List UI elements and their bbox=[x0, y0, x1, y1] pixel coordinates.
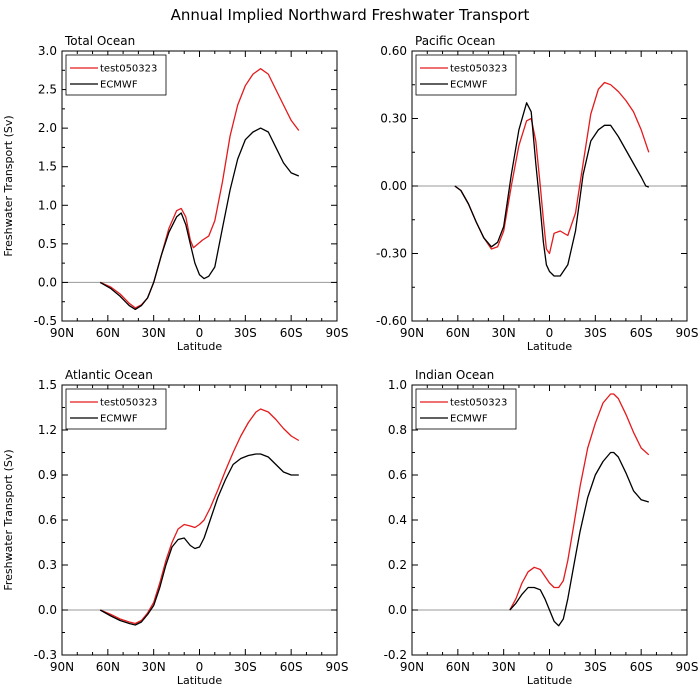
legend-box bbox=[415, 54, 517, 96]
y-tick-label: 2.0 bbox=[38, 121, 57, 135]
x-axis-label: Latitude bbox=[527, 674, 573, 687]
y-tick-label: 1.5 bbox=[38, 378, 57, 392]
y-tick-label: -0.3 bbox=[34, 648, 57, 662]
y-tick-label: 0.0 bbox=[38, 275, 57, 289]
series-line-test050323 bbox=[509, 393, 650, 611]
panel-title: Atlantic Ocean bbox=[65, 368, 153, 382]
panel-indian-ocean: -0.2 0.0 0.2 0.4 0.6 0.8 1.0 90N 60N 30N 0 30S 60S 90… bbox=[384, 368, 699, 687]
y-tick-label: 0.00 bbox=[380, 179, 407, 193]
x-tick-label: 90N bbox=[400, 660, 424, 674]
panel-title: Indian Ocean bbox=[415, 368, 494, 382]
x-tick-label: 30N bbox=[142, 660, 166, 674]
series-line-ecmwf bbox=[454, 102, 650, 277]
y-tick-label: -0.60 bbox=[376, 314, 407, 328]
series-line-test050323 bbox=[99, 408, 300, 625]
y-tick-label: -0.5 bbox=[34, 314, 57, 328]
legend-box bbox=[415, 388, 517, 430]
panel-atlantic-ocean: -0.3 0.0 0.3 0.6 0.9 1.2 1.5 90N 60N 30N 0 30S 60S 90… bbox=[2, 368, 348, 687]
x-tick-label: 60S bbox=[630, 326, 653, 340]
y-tick-label: 0.60 bbox=[380, 44, 407, 58]
y-tick-label: 0.6 bbox=[388, 468, 407, 482]
legend-label: ECMWF bbox=[100, 414, 138, 425]
y-tick-label: 1.5 bbox=[38, 160, 57, 174]
y-tick-label: 0.3 bbox=[38, 558, 57, 572]
x-tick-label: 30N bbox=[142, 326, 166, 340]
series-line-ecmwf bbox=[509, 451, 649, 627]
legend-label: ECMWF bbox=[450, 80, 488, 91]
x-tick-label: 60N bbox=[96, 326, 120, 340]
y-tick-label: 1.2 bbox=[38, 423, 57, 437]
x-tick-label: 30S bbox=[234, 326, 257, 340]
x-tick-label: 90N bbox=[50, 660, 74, 674]
x-tick-label: 60N bbox=[446, 326, 470, 340]
y-axis-label: Freshwater Transport (Sv) bbox=[2, 449, 15, 590]
x-tick-label: 0 bbox=[546, 660, 554, 674]
y-tick-label: -0.30 bbox=[376, 247, 407, 261]
x-tick-label: 60N bbox=[96, 660, 120, 674]
legend: test050323 ECMWF bbox=[415, 388, 517, 430]
legend-box bbox=[65, 388, 167, 430]
y-tick-label: 0.30 bbox=[380, 112, 407, 126]
legend: test050323 ECMWF bbox=[65, 388, 167, 430]
x-tick-label: 60N bbox=[446, 660, 470, 674]
x-axis-label: Latitude bbox=[527, 340, 573, 353]
panel-title: Total Ocean bbox=[64, 34, 135, 48]
figure-title: Annual Implied Northward Freshwater Tran… bbox=[171, 6, 530, 24]
legend-label: test050323 bbox=[100, 398, 157, 409]
series-line-ecmwf bbox=[99, 453, 299, 626]
x-tick-label: 30S bbox=[234, 660, 257, 674]
x-tick-label: 90N bbox=[400, 326, 424, 340]
x-tick-label: 30S bbox=[584, 660, 607, 674]
x-tick-label: 90S bbox=[326, 660, 349, 674]
y-axis-label: Freshwater Transport (Sv) bbox=[2, 115, 15, 256]
y-tick-label: 0.6 bbox=[38, 513, 57, 527]
x-tick-label: 60S bbox=[280, 326, 303, 340]
x-tick-label: 60S bbox=[280, 660, 303, 674]
series-line-test050323 bbox=[454, 81, 650, 255]
x-axis-label: Latitude bbox=[177, 340, 223, 353]
legend-label: test050323 bbox=[450, 64, 507, 75]
y-tick-label: 0.5 bbox=[38, 237, 57, 251]
panel-title: Pacific Ocean bbox=[415, 34, 495, 48]
y-tick-label: 0.0 bbox=[38, 603, 57, 617]
y-tick-label: 0.0 bbox=[388, 603, 407, 617]
legend-label: ECMWF bbox=[450, 414, 488, 425]
legend: test050323 ECMWF bbox=[65, 54, 167, 96]
x-tick-label: 30S bbox=[584, 326, 607, 340]
y-tick-label: 0.9 bbox=[38, 468, 57, 482]
series-line-test050323 bbox=[99, 68, 300, 309]
legend-label: test050323 bbox=[450, 398, 507, 409]
series-line-ecmwf bbox=[99, 127, 300, 311]
x-tick-label: 30N bbox=[492, 326, 516, 340]
y-tick-label: 0.8 bbox=[388, 423, 407, 437]
x-tick-label: 0 bbox=[196, 660, 204, 674]
y-tick-label: 0.2 bbox=[388, 558, 407, 572]
x-tick-label: 60S bbox=[630, 660, 653, 674]
y-tick-label: 3.0 bbox=[38, 44, 57, 58]
legend-label: ECMWF bbox=[100, 80, 138, 91]
y-tick-label: 2.5 bbox=[38, 83, 57, 97]
x-tick-label: 30N bbox=[492, 660, 516, 674]
x-tick-label: 90S bbox=[676, 660, 699, 674]
panel-total-ocean: -0.5 0.0 0.5 1.0 1.5 2.0 2.5 3.0 90N 60N 30N 0 30S 60… bbox=[2, 34, 348, 353]
x-tick-label: 90N bbox=[50, 326, 74, 340]
panels: -0.5 0.0 0.5 1.0 1.5 2.0 2.5 3.0 90N 60N 30N 0 30S 60… bbox=[2, 34, 698, 687]
y-tick-label: 0.4 bbox=[388, 513, 407, 527]
legend: test050323 ECMWF bbox=[415, 54, 517, 96]
y-tick-label: 1.0 bbox=[388, 378, 407, 392]
x-tick-label: 0 bbox=[546, 326, 554, 340]
panel-pacific-ocean: -0.60 -0.30 0.00 0.30 0.60 90N 60N 30N 0 30S 60S 90… bbox=[376, 34, 699, 353]
x-axis-label: Latitude bbox=[177, 674, 223, 687]
x-tick-label: 90S bbox=[676, 326, 699, 340]
y-tick-label: -0.2 bbox=[384, 648, 407, 662]
legend-box bbox=[65, 54, 167, 96]
legend-label: test050323 bbox=[100, 64, 157, 75]
x-tick-label: 0 bbox=[196, 326, 204, 340]
x-tick-label: 90S bbox=[326, 326, 349, 340]
y-tick-label: 1.0 bbox=[38, 198, 57, 212]
